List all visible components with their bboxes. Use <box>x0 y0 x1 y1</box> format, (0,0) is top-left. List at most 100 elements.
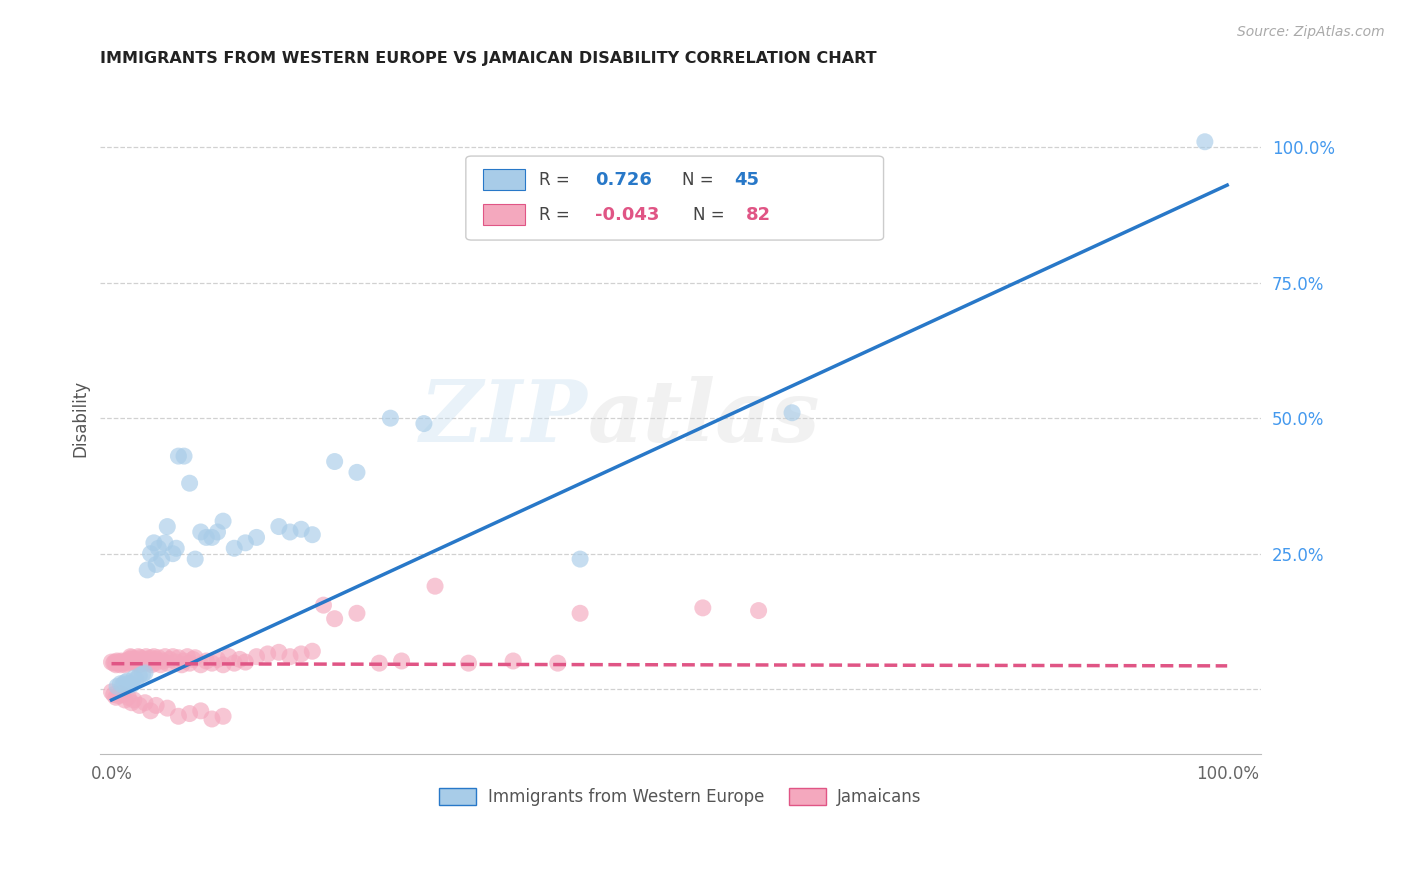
Point <box>167 449 190 463</box>
Point <box>748 604 770 618</box>
Point <box>165 541 187 556</box>
Point <box>148 541 170 556</box>
Point <box>391 654 413 668</box>
Point <box>138 655 160 669</box>
Point <box>179 706 201 721</box>
Point <box>108 655 131 669</box>
Point <box>323 612 346 626</box>
Point <box>111 656 134 670</box>
Point <box>103 656 125 670</box>
Point <box>148 650 170 665</box>
Point <box>105 680 128 694</box>
Point <box>153 536 176 550</box>
Text: 45: 45 <box>734 170 759 188</box>
Point <box>114 657 136 672</box>
Point <box>245 649 267 664</box>
Point <box>780 406 803 420</box>
Point <box>301 527 323 541</box>
Point <box>107 656 129 670</box>
Text: atlas: atlas <box>588 376 820 460</box>
Point <box>136 563 159 577</box>
Point <box>173 654 195 668</box>
Text: R =: R = <box>538 170 575 188</box>
Point <box>156 656 179 670</box>
Point <box>115 673 138 688</box>
Point <box>100 685 122 699</box>
Text: N =: N = <box>693 205 730 224</box>
Point <box>132 652 155 666</box>
Point <box>104 657 127 672</box>
Point <box>145 652 167 666</box>
Point <box>301 644 323 658</box>
Point <box>129 650 152 665</box>
Point <box>278 649 301 664</box>
Point <box>100 655 122 669</box>
Point <box>278 524 301 539</box>
Point <box>115 654 138 668</box>
Point <box>127 655 149 669</box>
Point <box>423 579 446 593</box>
Point <box>165 655 187 669</box>
Point <box>212 514 235 528</box>
Point <box>121 652 143 666</box>
Point <box>368 656 391 670</box>
Point <box>128 657 150 672</box>
Point <box>201 530 224 544</box>
Point <box>117 655 139 669</box>
Point <box>212 657 235 672</box>
Text: N =: N = <box>682 170 718 188</box>
Point <box>121 696 143 710</box>
Point <box>139 704 162 718</box>
Point <box>139 547 162 561</box>
Text: Source: ZipAtlas.com: Source: ZipAtlas.com <box>1237 25 1385 39</box>
Point <box>207 652 229 666</box>
Point <box>114 675 136 690</box>
Point <box>170 657 193 672</box>
Point <box>110 654 132 668</box>
Point <box>125 652 148 666</box>
Point <box>156 701 179 715</box>
Point <box>107 689 129 703</box>
Point <box>153 649 176 664</box>
Point <box>110 677 132 691</box>
Point <box>195 654 218 668</box>
Point <box>212 709 235 723</box>
Text: ZIP: ZIP <box>420 376 588 460</box>
Point <box>1194 135 1216 149</box>
FancyBboxPatch shape <box>465 156 883 240</box>
Y-axis label: Disability: Disability <box>72 380 89 457</box>
Point <box>201 656 224 670</box>
Point <box>235 536 257 550</box>
Point <box>134 696 156 710</box>
Point <box>323 454 346 468</box>
Point <box>111 688 134 702</box>
Point <box>121 678 143 692</box>
Point <box>104 690 127 705</box>
Point <box>547 656 569 670</box>
Point <box>179 656 201 670</box>
Point <box>122 671 145 685</box>
Point <box>104 655 127 669</box>
Point <box>167 709 190 723</box>
Point <box>190 524 212 539</box>
Point <box>132 656 155 670</box>
Point <box>142 649 165 664</box>
Point <box>136 652 159 666</box>
Text: R =: R = <box>538 205 575 224</box>
Point <box>290 522 312 536</box>
Point <box>176 649 198 664</box>
Point <box>149 657 172 672</box>
Point <box>118 677 141 691</box>
Point <box>145 558 167 572</box>
Point <box>122 654 145 668</box>
Text: -0.043: -0.043 <box>595 205 659 224</box>
Point <box>181 652 204 666</box>
Text: 0.726: 0.726 <box>595 170 651 188</box>
Point <box>267 645 290 659</box>
Point <box>162 649 184 664</box>
Point <box>131 655 153 669</box>
Point <box>110 686 132 700</box>
Point <box>141 657 163 672</box>
Point <box>115 656 138 670</box>
Point <box>218 649 240 664</box>
